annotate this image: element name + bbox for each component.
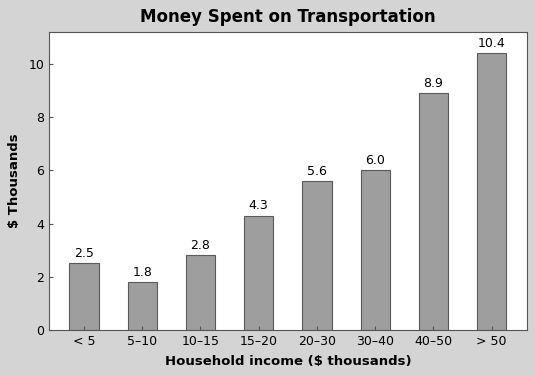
Text: 5.6: 5.6 [307, 165, 327, 178]
Y-axis label: $ Thousands: $ Thousands [9, 133, 21, 228]
Text: 4.3: 4.3 [249, 199, 269, 212]
Bar [70, 263, 98, 330]
Text: 2.8: 2.8 [190, 239, 210, 252]
Text: 1.8: 1.8 [132, 266, 152, 279]
Bar [361, 170, 390, 330]
Text: 10.4: 10.4 [478, 37, 506, 50]
Bar [128, 282, 157, 330]
X-axis label: Household income ($ thousands): Household income ($ thousands) [165, 355, 411, 368]
Bar [419, 93, 448, 330]
Bar [477, 53, 506, 330]
Text: 6.0: 6.0 [365, 154, 385, 167]
Title: Money Spent on Transportation: Money Spent on Transportation [140, 8, 435, 26]
Text: 8.9: 8.9 [424, 77, 444, 90]
Bar [186, 255, 215, 330]
Bar [302, 181, 332, 330]
Text: 2.5: 2.5 [74, 247, 94, 260]
Bar [244, 215, 273, 330]
